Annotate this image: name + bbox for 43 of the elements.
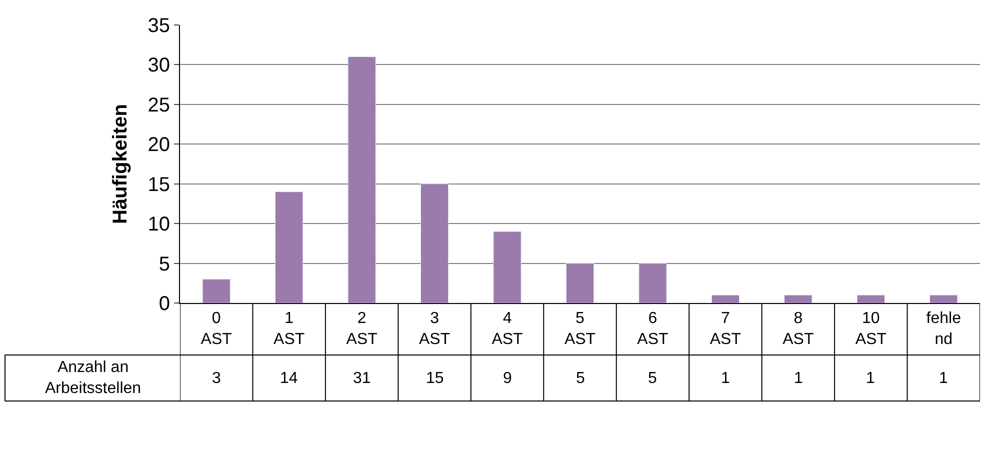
data-label: 15 [426, 370, 444, 387]
bar [784, 294, 812, 303]
y-axis-title: Häufigkeiten [109, 104, 132, 224]
y-tick-label: 30 [148, 54, 170, 77]
data-label: 1 [939, 370, 948, 387]
x-tick-label: 7 AST [710, 310, 742, 348]
bar [275, 192, 304, 303]
bar [930, 294, 958, 303]
bar [711, 294, 740, 303]
data-label: 1 [794, 370, 803, 387]
x-tick-label: 6 AST [637, 310, 669, 348]
y-tick-label: 35 [148, 15, 170, 37]
y-tick-label: 5 [158, 253, 170, 276]
x-tick-label: 0 AST [200, 310, 232, 348]
x-tick-label: 2 AST [346, 310, 378, 348]
data-label: 1 [721, 370, 730, 387]
x-tick-label: fehlend [926, 310, 962, 348]
x-tick-label: 4 AST [492, 310, 524, 348]
bar [566, 263, 594, 303]
text: Anzahl an Arbeitsstellen [45, 359, 142, 397]
data-label: 3 [212, 370, 221, 387]
data-label: 5 [576, 370, 585, 387]
data-label: 5 [648, 370, 657, 387]
x-tick-label: 10 AST [855, 310, 887, 348]
data-label: 1 [866, 370, 875, 387]
bar [202, 278, 230, 303]
y-tick-label: 10 [148, 214, 170, 236]
x-tick-label: 5 AST [564, 310, 596, 348]
data-label: 9 [503, 370, 512, 387]
x-tick-label: 1 AST [274, 310, 305, 348]
data-label: 14 [280, 370, 298, 387]
y-tick-label: 20 [148, 134, 170, 156]
bar [348, 56, 376, 303]
bar [493, 231, 522, 303]
bar [638, 263, 667, 303]
y-tick-label: 0 [158, 293, 170, 315]
y-tick-label: 25 [148, 94, 170, 116]
x-tick-label: 8 AST [782, 310, 814, 348]
bar [856, 294, 885, 303]
data-label: 31 [353, 370, 371, 387]
x-tick-label: 3 AST [418, 310, 450, 348]
y-tick-label: 15 [148, 174, 170, 196]
bar [420, 184, 449, 303]
